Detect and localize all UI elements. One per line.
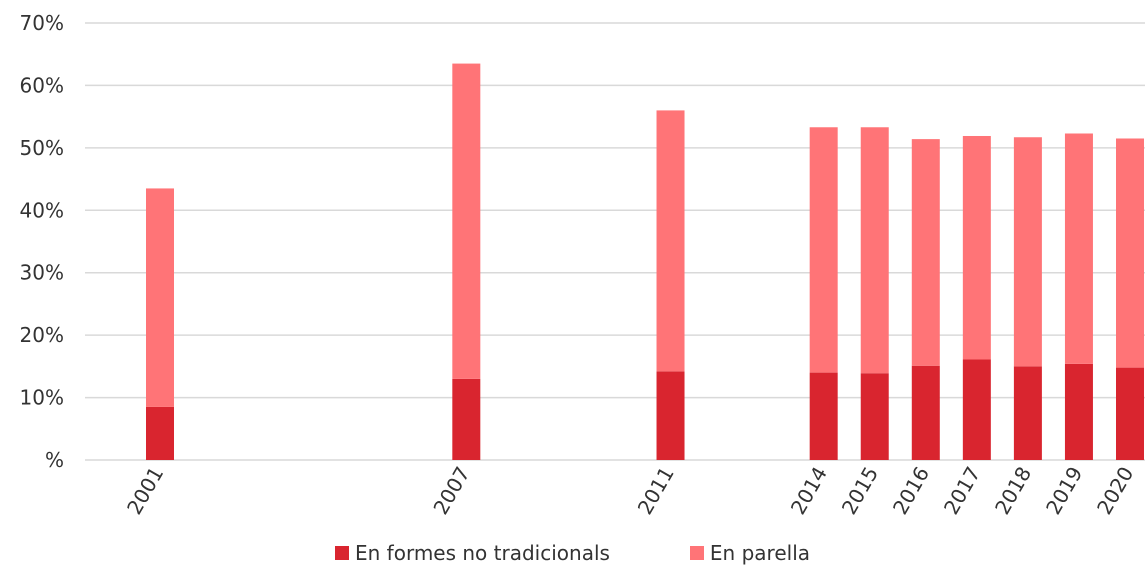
legend-item-series-0: En formes no tradicionals bbox=[335, 541, 610, 565]
bar-series-0-2007 bbox=[452, 378, 481, 460]
gridlines bbox=[85, 22, 1145, 461]
bars bbox=[146, 63, 1144, 460]
bar-series-0-2015 bbox=[860, 373, 889, 460]
bar-series-1-2019 bbox=[1064, 133, 1093, 364]
bar-series-1-2018 bbox=[1013, 137, 1042, 367]
y-tick-label: 40% bbox=[20, 198, 64, 222]
bar-series-0-2001 bbox=[146, 406, 174, 460]
y-tick-label: 30% bbox=[20, 261, 64, 285]
bar-series-1-2020 bbox=[1116, 138, 1144, 368]
y-tick-label: 60% bbox=[20, 73, 64, 97]
x-tick-label: 2001 bbox=[122, 463, 168, 519]
legend-swatch-series-1 bbox=[689, 546, 704, 560]
legend-item-series-1: En parella bbox=[689, 541, 810, 565]
legend: En formes no tradicionals En parella bbox=[0, 541, 1145, 565]
legend-swatch-series-0 bbox=[335, 546, 349, 560]
x-tick-label: 2011 bbox=[633, 463, 679, 519]
legend-label-series-1: En parella bbox=[709, 541, 810, 565]
x-tick-label: 2019 bbox=[1041, 463, 1087, 519]
bar-series-1-2014 bbox=[809, 127, 838, 373]
y-tick-label: 10% bbox=[20, 386, 64, 410]
bar-series-0-2020 bbox=[1116, 367, 1144, 460]
x-tick-label: 2015 bbox=[837, 463, 883, 519]
bar-series-0-2011 bbox=[656, 371, 685, 460]
bar-series-1-2016 bbox=[911, 139, 940, 366]
x-tick-label: 2020 bbox=[1092, 463, 1138, 519]
bar-series-0-2016 bbox=[911, 365, 940, 460]
bar-series-0-2019 bbox=[1064, 363, 1093, 460]
y-tick-label: 20% bbox=[20, 323, 64, 347]
bar-series-0-2017 bbox=[962, 359, 991, 460]
y-tick-label: 70% bbox=[20, 11, 64, 35]
x-tick-label: 2014 bbox=[786, 463, 832, 519]
bar-series-0-2014 bbox=[809, 372, 838, 460]
bar-series-1-2017 bbox=[962, 135, 991, 360]
y-tick-label: 50% bbox=[20, 136, 64, 160]
bar-series-1-2011 bbox=[656, 110, 685, 372]
bar-series-1-2015 bbox=[860, 127, 889, 374]
y-axis-tick-labels: % 10% 20% 30% 40% 50% 60% 70% bbox=[20, 11, 64, 472]
bar-series-0-2018 bbox=[1013, 366, 1042, 460]
y-tick-label: % bbox=[45, 448, 64, 472]
x-tick-label: 2017 bbox=[939, 462, 985, 518]
x-tick-label: 2007 bbox=[428, 463, 474, 519]
bar-series-1-2001 bbox=[146, 188, 174, 407]
legend-label-series-0: En formes no tradicionals bbox=[355, 541, 610, 565]
x-axis-tick-labels: 2001 2007 2011 2014 2015 2016 2017 2018 2019 2020 bbox=[122, 462, 1138, 518]
x-tick-label: 2016 bbox=[888, 463, 934, 519]
x-tick-label: 2018 bbox=[990, 463, 1036, 519]
bar-series-1-2007 bbox=[452, 63, 481, 379]
